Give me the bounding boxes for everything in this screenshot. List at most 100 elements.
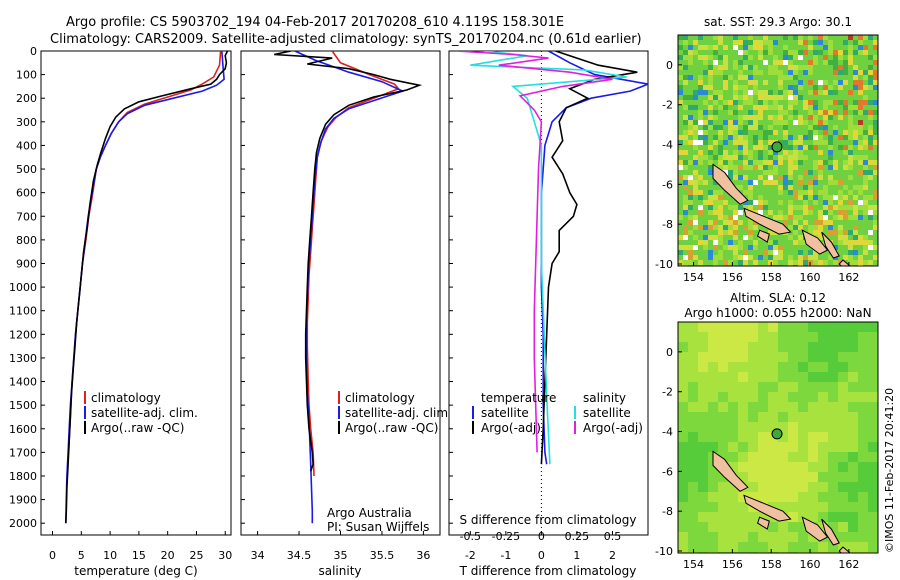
heatmap-cell bbox=[808, 210, 813, 215]
heatmap-cell bbox=[798, 372, 808, 382]
heatmap-cell bbox=[718, 200, 723, 205]
heatmap-cell bbox=[698, 432, 708, 442]
heatmap-cell bbox=[818, 50, 823, 55]
heatmap-cell bbox=[843, 225, 848, 230]
heatmap-cell bbox=[698, 482, 708, 492]
heatmap-cell bbox=[848, 322, 858, 332]
heatmap-cell bbox=[678, 205, 683, 210]
heatmap-cell bbox=[718, 225, 723, 230]
heatmap-cell bbox=[688, 190, 693, 195]
heatmap-cell bbox=[758, 95, 763, 100]
heatmap-cell bbox=[803, 130, 808, 135]
heatmap-cell bbox=[723, 110, 728, 115]
heatmap-cell bbox=[783, 210, 788, 215]
heatmap-cell bbox=[743, 220, 748, 225]
heatmap-cell bbox=[833, 125, 838, 130]
heatmap-cell bbox=[678, 442, 688, 452]
sst-map-panel: sat. SST: 29.3 Argo: 30.1 154 156 158 160 16… bbox=[655, 15, 879, 284]
heatmap-cell bbox=[698, 140, 703, 145]
series-line-salinity-satellite bbox=[470, 51, 627, 465]
heatmap-cell bbox=[743, 45, 748, 50]
depth-tick-label: 1700 bbox=[9, 446, 37, 459]
heatmap-cell bbox=[828, 210, 833, 215]
heatmap-cell bbox=[698, 190, 703, 195]
heatmap-cell bbox=[848, 150, 853, 155]
heatmap-cell bbox=[828, 130, 833, 135]
heatmap-cell bbox=[818, 55, 823, 60]
heatmap-cell bbox=[748, 392, 758, 402]
heatmap-cell bbox=[703, 230, 708, 235]
heatmap-cell bbox=[773, 180, 778, 185]
heatmap-cell bbox=[818, 145, 823, 150]
heatmap-cell bbox=[703, 235, 708, 240]
heatmap-cell bbox=[708, 382, 718, 392]
s-tick-label: 0.5 bbox=[604, 530, 622, 543]
heatmap-cell bbox=[808, 352, 818, 362]
heatmap-cell bbox=[723, 40, 728, 45]
heatmap-cell bbox=[863, 60, 868, 65]
heatmap-cell bbox=[693, 235, 698, 240]
heatmap-cell bbox=[873, 245, 878, 250]
heatmap-cell bbox=[683, 90, 688, 95]
heatmap-cell bbox=[753, 180, 758, 185]
heatmap-cell bbox=[688, 60, 693, 65]
heatmap-cell bbox=[828, 502, 838, 512]
heatmap-cell bbox=[848, 482, 858, 492]
heatmap-cell bbox=[828, 422, 838, 432]
heatmap-cell bbox=[873, 260, 878, 265]
heatmap-cell bbox=[858, 80, 863, 85]
heatmap-cell bbox=[848, 65, 853, 70]
heatmap-cell bbox=[868, 200, 873, 205]
heatmap-cell bbox=[803, 205, 808, 210]
heatmap-cell bbox=[718, 255, 723, 260]
heatmap-cell bbox=[733, 155, 738, 160]
heatmap-cell bbox=[808, 402, 818, 412]
heatmap-cell bbox=[828, 230, 833, 235]
heatmap-cell bbox=[858, 240, 863, 245]
heatmap-cell bbox=[798, 170, 803, 175]
heatmap-cell bbox=[858, 235, 863, 240]
heatmap-cell bbox=[733, 235, 738, 240]
heatmap-cell bbox=[678, 245, 683, 250]
heatmap-cell bbox=[763, 250, 768, 255]
heatmap-cell bbox=[818, 342, 828, 352]
heatmap-cell bbox=[738, 322, 748, 332]
heatmap-cell bbox=[708, 45, 713, 50]
x-tick-label: 0 bbox=[49, 549, 56, 562]
heatmap-cell bbox=[863, 50, 868, 55]
heatmap-cell bbox=[803, 90, 808, 95]
heatmap-cell bbox=[803, 105, 808, 110]
heatmap-cell bbox=[708, 230, 713, 235]
heatmap-cell bbox=[708, 332, 718, 342]
heatmap-cell bbox=[708, 180, 713, 185]
heatmap-cell bbox=[788, 422, 798, 432]
heatmap-cell bbox=[723, 255, 728, 260]
series-line-salinity-argo-adj bbox=[456, 51, 613, 453]
heatmap-cell bbox=[778, 65, 783, 70]
heatmap-cell bbox=[823, 120, 828, 125]
heatmap-cell bbox=[848, 362, 858, 372]
heatmap-cell bbox=[823, 75, 828, 80]
heatmap-cell bbox=[743, 225, 748, 230]
heatmap-cell bbox=[813, 75, 818, 80]
heatmap-cell bbox=[868, 55, 873, 60]
heatmap-cell bbox=[838, 502, 848, 512]
heatmap-cell bbox=[813, 40, 818, 45]
heatmap-cell bbox=[783, 220, 788, 225]
heatmap-cell bbox=[823, 170, 828, 175]
s-tick-label: 0 bbox=[538, 530, 545, 543]
heatmap-cell bbox=[833, 230, 838, 235]
heatmap-cell bbox=[698, 130, 703, 135]
legend-label-satellite: satellite-adj. clim. bbox=[91, 406, 198, 420]
heatmap-cell bbox=[773, 45, 778, 50]
heatmap-cell bbox=[748, 412, 758, 422]
heatmap-cell bbox=[868, 180, 873, 185]
heatmap-cell bbox=[818, 180, 823, 185]
heatmap-cell bbox=[803, 195, 808, 200]
heatmap-cell bbox=[818, 80, 823, 85]
heatmap-cell bbox=[858, 452, 868, 462]
heatmap-cell bbox=[768, 205, 773, 210]
heatmap-cell bbox=[808, 225, 813, 230]
